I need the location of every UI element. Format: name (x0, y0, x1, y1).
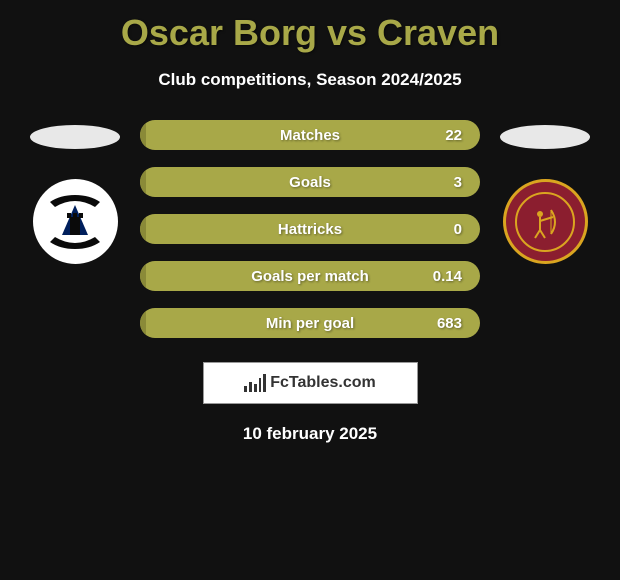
fctables-logo[interactable]: FcTables.com (203, 362, 418, 404)
page-title: Oscar Borg vs Craven (0, 0, 620, 54)
logo-text: FcTables.com (270, 374, 376, 392)
stat-value: 683 (437, 315, 462, 332)
team-badge-left (33, 179, 118, 264)
date-label: 10 february 2025 (0, 424, 620, 444)
right-player-col (500, 120, 590, 264)
stat-bar: Hattricks 0 (140, 214, 480, 244)
stat-bar: Goals per match 0.14 (140, 261, 480, 291)
stats-list: Matches 22 Goals 3 Hattricks 0 Goals per… (140, 120, 480, 338)
chart-icon (244, 374, 266, 392)
castle-badge-icon (40, 187, 110, 257)
subtitle: Club competitions, Season 2024/2025 (0, 70, 620, 90)
stat-label: Goals (289, 174, 331, 191)
stat-bar-edge (140, 308, 146, 338)
stat-value: 3 (454, 174, 462, 191)
team-badge-right (503, 179, 588, 264)
stat-bar: Goals 3 (140, 167, 480, 197)
stat-bar-edge (140, 167, 146, 197)
stat-label: Hattricks (278, 221, 342, 238)
player-photo-placeholder-left (30, 125, 120, 149)
player-photo-placeholder-right (500, 125, 590, 149)
archer-badge-icon (525, 202, 565, 242)
stat-label: Matches (280, 127, 340, 144)
comparison-content: Matches 22 Goals 3 Hattricks 0 Goals per… (0, 120, 620, 338)
stat-label: Goals per match (251, 268, 369, 285)
stat-value: 22 (445, 127, 462, 144)
stat-bar-edge (140, 261, 146, 291)
stat-bar-edge (140, 214, 146, 244)
stat-label: Min per goal (266, 315, 354, 332)
stat-bar-edge (140, 120, 146, 150)
left-player-col (30, 120, 120, 264)
stat-bar: Matches 22 (140, 120, 480, 150)
stat-value: 0.14 (433, 268, 462, 285)
stat-value: 0 (454, 221, 462, 238)
stat-bar: Min per goal 683 (140, 308, 480, 338)
